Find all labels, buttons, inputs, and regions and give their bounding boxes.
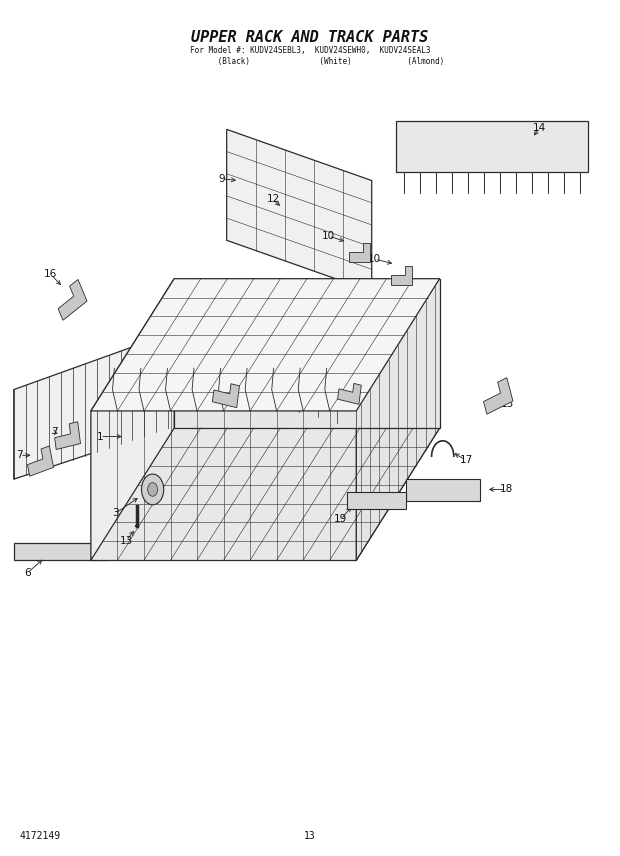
Polygon shape (348, 242, 370, 262)
Polygon shape (338, 383, 361, 404)
Polygon shape (224, 292, 356, 428)
Polygon shape (91, 428, 440, 560)
Text: 10: 10 (368, 254, 381, 264)
Polygon shape (396, 121, 588, 172)
Polygon shape (58, 279, 87, 320)
Text: 12: 12 (267, 194, 280, 205)
Polygon shape (27, 446, 53, 476)
Text: 7: 7 (17, 450, 23, 461)
Text: 14: 14 (533, 122, 546, 133)
Text: 17: 17 (459, 455, 473, 466)
Polygon shape (356, 279, 440, 560)
Text: 13: 13 (120, 536, 133, 545)
Text: 4172149: 4172149 (20, 831, 61, 841)
Polygon shape (14, 544, 106, 560)
Text: (Black)               (White)            (Almond): (Black) (White) (Almond) (176, 56, 444, 66)
Text: 10: 10 (322, 231, 335, 241)
Circle shape (141, 474, 164, 505)
Text: 9: 9 (218, 174, 225, 184)
Text: 18: 18 (500, 484, 513, 495)
Polygon shape (91, 411, 356, 560)
Text: 15: 15 (501, 399, 514, 409)
Polygon shape (91, 279, 174, 560)
Polygon shape (484, 377, 513, 414)
Polygon shape (347, 492, 405, 509)
Text: 7: 7 (211, 389, 218, 399)
Text: For Model #: KUDV24SEBL3,  KUDV24SEWH0,  KUDV24SEAL3: For Model #: KUDV24SEBL3, KUDV24SEWH0, K… (190, 46, 430, 56)
Polygon shape (227, 129, 372, 292)
Text: UPPER RACK AND TRACK PARTS: UPPER RACK AND TRACK PARTS (192, 30, 428, 45)
Polygon shape (391, 265, 412, 285)
Polygon shape (14, 334, 168, 479)
Text: 13: 13 (304, 831, 316, 841)
Polygon shape (55, 422, 81, 449)
Text: 4: 4 (353, 362, 360, 372)
Text: 11: 11 (362, 295, 375, 305)
Circle shape (148, 483, 157, 496)
Text: 1: 1 (97, 431, 104, 442)
Text: 7: 7 (51, 427, 58, 437)
Text: 19: 19 (334, 514, 347, 524)
Text: 3: 3 (112, 508, 119, 519)
Polygon shape (174, 279, 440, 428)
Text: 6: 6 (24, 568, 30, 578)
Text: 16: 16 (44, 270, 58, 279)
Polygon shape (405, 479, 480, 501)
Polygon shape (91, 279, 440, 411)
Polygon shape (213, 383, 239, 407)
Text: 8: 8 (140, 336, 147, 346)
